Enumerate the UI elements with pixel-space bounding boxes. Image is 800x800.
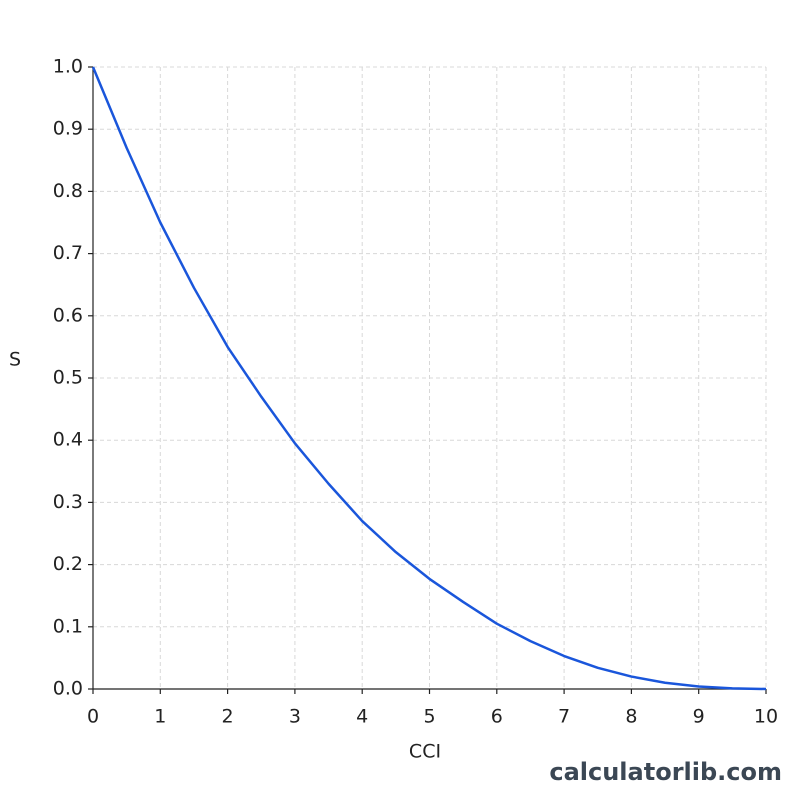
x-tick-label: 10 <box>754 706 778 728</box>
x-axis-label: CCI <box>409 741 441 763</box>
y-tick-label: 0.6 <box>53 304 83 326</box>
x-tick-label: 8 <box>625 706 637 728</box>
x-tick-label: 7 <box>558 706 570 728</box>
x-tick-label: 2 <box>222 706 234 728</box>
x-tick-label: 3 <box>289 706 301 728</box>
x-tick-label: 1 <box>154 706 166 728</box>
x-tick-label: 5 <box>423 706 435 728</box>
y-axis-label: S <box>9 349 21 371</box>
y-tick-label: 0.0 <box>53 678 83 700</box>
y-tick-label: 0.1 <box>53 615 83 637</box>
y-tick-label: 0.9 <box>53 118 83 140</box>
y-tick-label: 0.5 <box>53 367 83 389</box>
y-tick-label: 0.3 <box>53 491 83 513</box>
watermark: calculatorlib.com <box>549 758 782 786</box>
y-tick-label: 1.0 <box>53 56 83 78</box>
x-tick-label: 0 <box>87 706 99 728</box>
y-tick-label: 0.4 <box>53 429 83 451</box>
y-tick-label: 0.2 <box>53 553 83 575</box>
x-tick-label: 9 <box>693 706 705 728</box>
data-line <box>91 66 767 691</box>
y-tick-label: 0.8 <box>53 180 83 202</box>
y-tick-label: 0.7 <box>53 242 83 264</box>
x-tick-label: 6 <box>491 706 503 728</box>
x-tick-label: 4 <box>356 706 368 728</box>
